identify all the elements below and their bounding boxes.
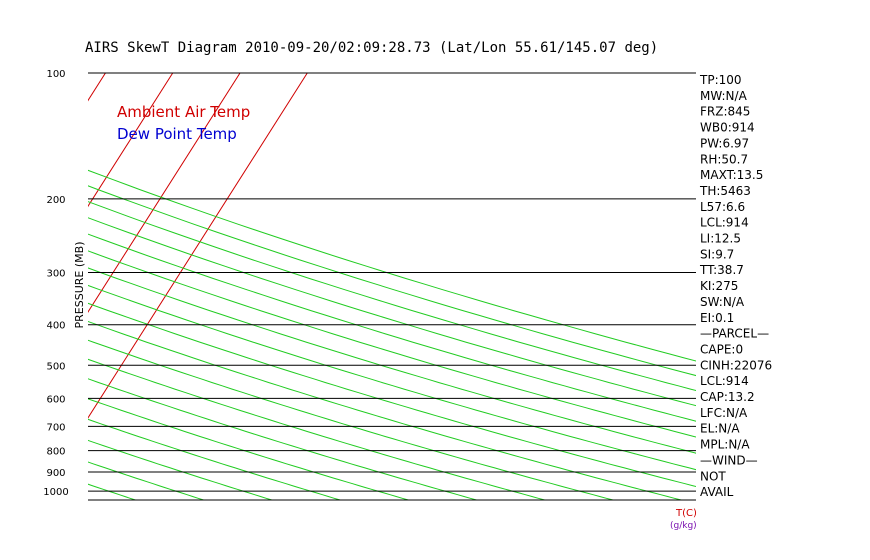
stat-item: SI:9.7 bbox=[700, 247, 734, 261]
stat-item: TT:38.7 bbox=[699, 263, 744, 277]
pressure-tick-label: 700 bbox=[46, 422, 65, 433]
stat-item: CAPE:0 bbox=[700, 342, 743, 356]
stat-item: RH:50.7 bbox=[700, 152, 748, 166]
stat-item: WB0:914 bbox=[700, 121, 755, 135]
pressure-tick-label: 500 bbox=[46, 361, 65, 372]
dry-adiabat-line bbox=[88, 461, 204, 500]
dry-adiabat-line bbox=[88, 418, 341, 500]
pressure-tick-label: 1000 bbox=[43, 487, 68, 498]
stat-item: L57:6.6 bbox=[700, 200, 745, 214]
stat-item: CAP:13.2 bbox=[700, 390, 755, 404]
pressure-tick-label: 200 bbox=[46, 195, 65, 206]
isotherm-line bbox=[88, 73, 308, 419]
stat-item: —WIND— bbox=[700, 453, 758, 467]
stat-item: SW:N/A bbox=[700, 295, 745, 309]
stat-item: TH:5463 bbox=[699, 184, 751, 198]
stat-item: EI:0.1 bbox=[700, 311, 734, 325]
dry-adiabat-line bbox=[88, 320, 682, 500]
pressure-tick-label: 900 bbox=[46, 468, 65, 479]
legend-ambient-air-temp: Ambient Air Temp bbox=[117, 103, 250, 121]
pressure-tick-label: 300 bbox=[46, 269, 65, 280]
stat-item: MW:N/A bbox=[700, 89, 748, 103]
chart-title: AIRS SkewT Diagram 2010-09-20/02:09:28.7… bbox=[85, 40, 658, 56]
dry-adiabat-line bbox=[88, 233, 696, 422]
pressure-tick-label: 600 bbox=[46, 394, 65, 405]
stat-item: AVAIL bbox=[700, 485, 734, 499]
stat-item: LI:12.5 bbox=[700, 232, 741, 246]
dry-adiabat-line bbox=[88, 378, 477, 500]
y-axis-label: PRESSURE (MB) bbox=[73, 242, 86, 329]
axis-labels: 1002003004005006007008009001000-120-110-… bbox=[43, 69, 697, 531]
stat-item: LFC:N/A bbox=[700, 406, 748, 420]
dry-adiabat-line bbox=[88, 358, 545, 500]
pressure-tick-label: 400 bbox=[46, 321, 65, 332]
dry-adiabat-line bbox=[88, 284, 696, 471]
isobar-lines bbox=[88, 72, 696, 501]
dry-adiabat-line bbox=[88, 185, 696, 377]
stat-item: MAXT:13.5 bbox=[700, 168, 763, 182]
stat-item: FRZ:845 bbox=[700, 105, 750, 119]
dry-adiabat-line bbox=[88, 169, 696, 362]
stat-item: LCL:914 bbox=[700, 374, 749, 388]
stat-item: NOT bbox=[700, 469, 726, 483]
stat-item: TP:100 bbox=[699, 73, 742, 87]
stat-item: EL:N/A bbox=[700, 422, 740, 436]
background-grid bbox=[88, 73, 696, 500]
mixing-ratio-unit-label: (g/kg) bbox=[670, 521, 697, 531]
pressure-tick-label: 800 bbox=[46, 447, 65, 458]
dry-adiabat-line bbox=[88, 217, 696, 407]
stat-item: CINH:22076 bbox=[700, 358, 772, 372]
stat-item: LCL:914 bbox=[700, 216, 749, 230]
dry-adiabat-line bbox=[88, 398, 409, 500]
temp-axis-label: T(C) bbox=[675, 508, 697, 519]
stat-item: —PARCEL— bbox=[700, 327, 769, 341]
dry-adiabat-line bbox=[88, 339, 614, 500]
isotherm-line bbox=[88, 73, 174, 208]
dry-adiabat-line bbox=[88, 250, 696, 438]
isotherm-line bbox=[88, 73, 241, 313]
dry-adiabat-line bbox=[88, 302, 696, 488]
dry-adiabat-line bbox=[88, 439, 272, 500]
stat-item: PW:6.97 bbox=[700, 136, 749, 150]
dry-adiabat-line bbox=[88, 267, 696, 454]
pressure-tick-label: 100 bbox=[46, 69, 65, 80]
legend-dew-point-temp: Dew Point Temp bbox=[117, 125, 237, 143]
stat-item: MPL:N/A bbox=[700, 438, 750, 452]
dry-adiabat-line bbox=[88, 201, 696, 392]
stat-item: KI:275 bbox=[700, 279, 738, 293]
